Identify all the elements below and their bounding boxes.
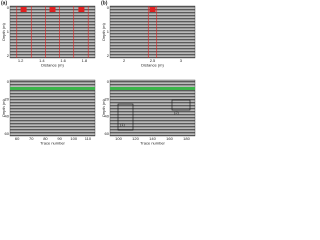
marker-tag [78,7,85,12]
radargram [9,5,96,59]
y-tick-label: 2 [7,53,10,58]
x-tick-label: 160 [166,136,173,141]
x-axis-label: Trace number [40,141,65,146]
region-label: (2) [174,110,180,115]
x-tick-label: 180 [183,136,190,141]
x-tick-label: 1.6 [60,58,66,63]
marker-tag [20,7,27,12]
y-tick-label: 60 [5,131,10,136]
y-axis-label: Depth (m) [1,98,6,116]
marker-tag [149,7,156,12]
figure: (a) 1.2 1.4 1.6 1.8 0 1 2 Distance (m) Depth (m) (… [1,0,196,146]
x-axis-label: Trace number [140,141,165,146]
y-tick-label: 20 [105,96,110,101]
x-tick-label: 110 [85,136,92,141]
y-axis-label: Depth (m) [1,22,6,40]
x-tick-label: 100 [115,136,122,141]
surface-band [110,87,195,90]
y-axis-label: Depth (m) [101,22,106,40]
x-tick-label: 60 [15,136,20,141]
x-tick-label: 120 [132,136,139,141]
y-tick-label: 60 [105,131,110,136]
x-tick-label: 90 [57,136,62,141]
x-tick-label: 140 [149,136,156,141]
x-tick-label: 1.4 [39,58,45,63]
y-tick-label: 40 [105,114,110,119]
y-tick-label: 0 [7,5,10,10]
x-tick-label: 3 [180,58,183,63]
region-box [117,103,134,131]
x-axis-label: Distance (m) [141,63,164,68]
y-tick-label: 0 [7,79,10,84]
region-label: (1) [120,122,126,127]
y-tick-label: 0 [107,5,110,10]
y-tick-label: 0 [107,79,110,84]
y-tick-label: 1 [107,29,110,34]
x-tick-label: 2 [123,58,126,63]
x-axis-label: Distance (m) [41,63,64,68]
y-tick-label: 20 [5,96,10,101]
x-tick-label: 80 [43,136,48,141]
marker-tag [49,7,56,12]
region-box [171,99,191,111]
x-tick-label: 2.5 [150,58,156,63]
x-tick-label: 70 [29,136,34,141]
x-tick-label: 100 [70,136,77,141]
surface-band [10,87,95,90]
radargram [109,5,196,59]
y-axis-label: Depth (m) [101,98,106,116]
y-tick-label: 40 [5,114,10,119]
panel-label: (b) [101,0,108,6]
x-tick-label: 1.8 [82,58,88,63]
y-tick-label: 2 [107,53,110,58]
panel-label: (a) [1,0,7,6]
x-tick-label: 1.2 [18,58,24,63]
y-tick-label: 1 [7,29,10,34]
